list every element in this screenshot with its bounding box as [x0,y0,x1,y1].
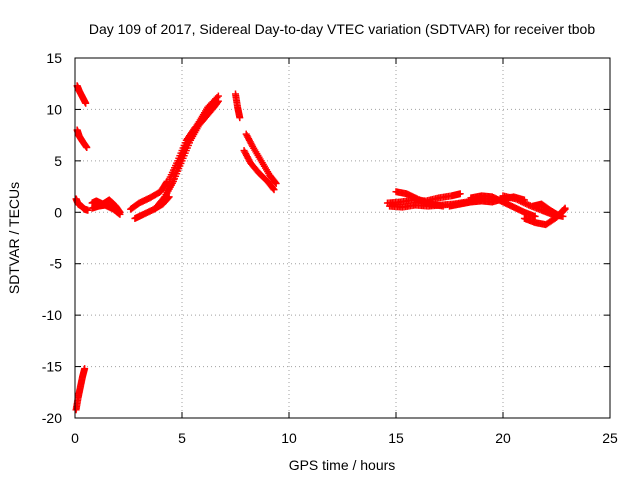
data-point-marker [561,205,569,213]
plot-frame [74,57,611,419]
data-point-marker [560,206,568,214]
data-point-marker [270,186,278,194]
grid-lines [75,58,610,418]
data-point-marker [236,114,244,122]
y-axis-label: SDTVAR / TECUs [6,182,22,294]
y-tick-label: -15 [42,359,62,375]
data-point-marker [269,185,277,193]
x-tick-label: 15 [388,430,404,446]
data-point-marker [116,210,124,218]
x-axis-label: GPS time / hours [289,457,396,473]
data-point-marker [84,206,92,214]
y-tick-label: 5 [54,153,62,169]
y-tick-label: -5 [50,256,63,272]
x-tick-label: 10 [281,430,297,446]
data-point-marker [456,190,464,198]
data-points [72,82,569,414]
x-tick-label: 0 [71,430,79,446]
x-tick-label: 25 [602,430,618,446]
y-tick-label: 0 [54,204,62,220]
data-point-marker [214,97,222,105]
y-tick-label: -10 [42,307,62,323]
x-tick-label: 20 [495,430,511,446]
x-tick-label: 5 [178,430,186,446]
y-tick-label: 15 [46,50,62,66]
data-point-marker [83,143,91,151]
data-point-marker [271,178,279,186]
data-point-marker [81,365,89,373]
y-tick-label: -20 [42,410,62,426]
data-point-marker [272,179,280,187]
chart-title: Day 109 of 2017, Sidereal Day-to-day VTE… [89,21,596,37]
data-point-marker [82,99,90,107]
y-tick-label: 10 [46,101,62,117]
axis-ticks: 0 5 10 15 20 25 -20 -15 -10 -5 0 5 10 15 [42,50,618,446]
data-point-marker [531,212,539,220]
data-point-marker [214,98,222,106]
